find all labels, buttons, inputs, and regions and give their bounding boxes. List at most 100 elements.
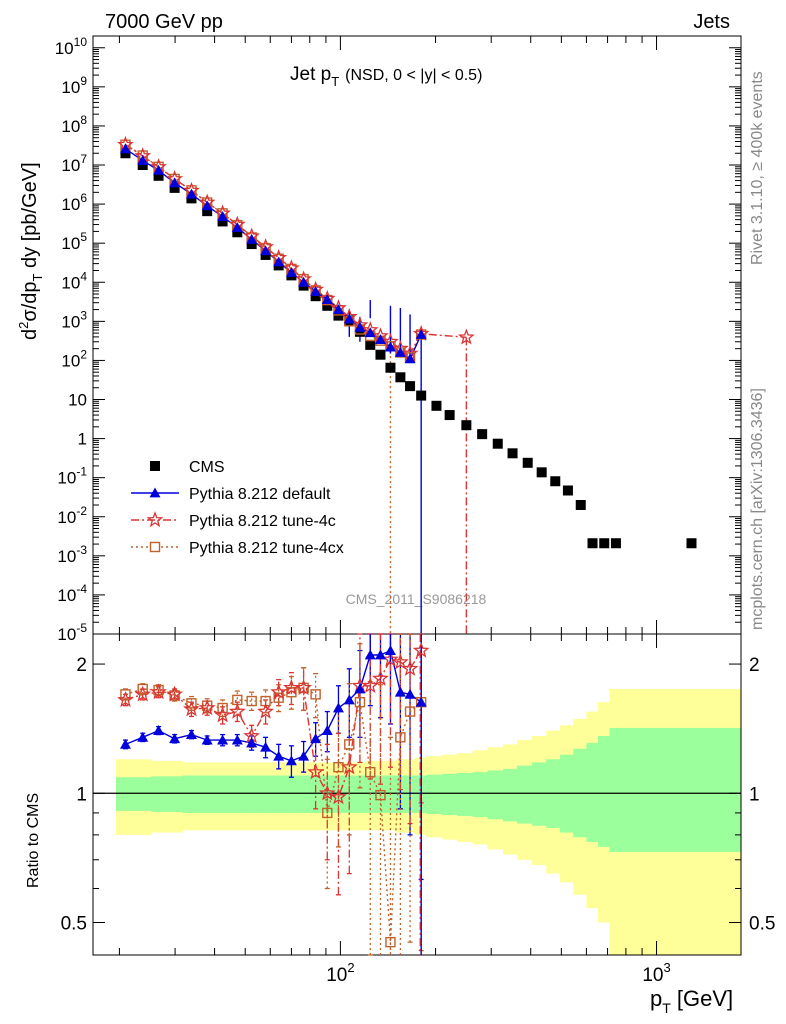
default-point xyxy=(260,245,272,256)
cms-point xyxy=(550,476,561,487)
ratio-y-tick-label: 0.5 xyxy=(749,913,775,934)
y-tick-label: 105 xyxy=(61,230,87,253)
legend: CMS Pythia 8.212 default Pythia 8.212 tune… xyxy=(131,459,344,557)
ratio-ylabel: Ratio to CMS xyxy=(25,793,42,888)
tune-4c-ratio-point xyxy=(295,679,313,696)
tune-4c-ratio-point xyxy=(228,702,246,719)
title-rest: (NSD, 0 < |y| < 0.5) xyxy=(345,67,482,84)
default-point xyxy=(217,211,229,221)
tune-4cx-ratio-point xyxy=(120,689,131,700)
svg-text:Jet pT(NSD, 0 < |y| < 0.5): Jet pT (NSD, 0 < |y| < 0.5) xyxy=(290,64,482,89)
stat-uncertainty-band xyxy=(244,775,260,813)
default-ratio-point xyxy=(415,696,427,707)
cms-point xyxy=(405,381,416,392)
default-ratio-point xyxy=(217,734,229,745)
ratio-panel: 102 103 2 2 1 1 0.5 0.5 xyxy=(61,633,775,986)
tune-4c-ratio-point xyxy=(198,699,216,716)
stat-uncertainty-band xyxy=(457,772,474,817)
default-point xyxy=(169,177,181,188)
default-point xyxy=(231,222,243,233)
legend-tune4c-marker xyxy=(146,511,164,528)
stat-uncertainty-band xyxy=(517,765,533,824)
tune-4c-ratio-point xyxy=(257,702,275,719)
y-tick-label: 1010 xyxy=(55,35,88,58)
default-ratio-line xyxy=(125,649,422,762)
tune-4c-ratio-point xyxy=(401,659,419,676)
tune-4c-ratio-point xyxy=(117,691,134,708)
ratio-y-tick-label: 0.5 xyxy=(61,913,87,934)
cms-point xyxy=(587,538,598,549)
tune-4c-ratio-point xyxy=(382,650,399,667)
main-panel: 101010910810710610510410310210110-110-21… xyxy=(55,35,742,644)
stat-uncertainty-band xyxy=(272,775,286,813)
y-tick-label: 106 xyxy=(61,191,87,214)
cms-point xyxy=(385,362,396,373)
cms-point xyxy=(477,429,488,440)
default-point xyxy=(201,200,213,211)
tune-4cx-ratio-point xyxy=(344,739,355,750)
y-tick-label: 10-3 xyxy=(57,543,87,566)
stat-uncertainty-band xyxy=(472,772,489,818)
cms-point xyxy=(169,182,180,193)
stat-uncertainty-band xyxy=(532,762,547,826)
tune-4c-ratio-point xyxy=(318,784,336,801)
tune-4c-ratio-point xyxy=(214,706,231,723)
y-tick-label: 103 xyxy=(61,308,87,331)
ratio-y-tick-label: 1 xyxy=(76,784,87,805)
default-ratio-point xyxy=(354,683,366,694)
default-point xyxy=(394,346,406,357)
default-point xyxy=(298,276,310,287)
default-ratio-point xyxy=(285,755,297,766)
default-point xyxy=(285,266,297,277)
tune-4cx-ratio-point xyxy=(186,698,197,709)
cms-point xyxy=(507,448,518,459)
y-tick-label: 102 xyxy=(61,347,87,370)
cms-point xyxy=(562,485,573,496)
cms-point xyxy=(416,390,427,401)
tune-4c-ratio-point xyxy=(150,683,167,700)
default-ratio-point xyxy=(201,734,213,745)
cms-point xyxy=(431,400,442,411)
tune-4cx-ratio-line xyxy=(125,687,422,943)
cms-point xyxy=(217,216,228,227)
x-tick-label: 102 xyxy=(326,960,354,986)
default-ratio-point xyxy=(137,731,149,742)
cms-point xyxy=(522,457,533,468)
cms-point xyxy=(137,160,148,171)
tune-4cx-ratio-point xyxy=(365,766,376,778)
tune-4cx-ratio-point xyxy=(286,686,297,698)
default-ratio-point xyxy=(374,649,386,660)
default-point xyxy=(415,329,427,339)
default-ratio-point xyxy=(169,733,181,744)
tune-4c-ratio-point xyxy=(372,669,389,686)
tune-4cx-ratio-point xyxy=(169,690,180,701)
cms-point xyxy=(322,300,333,311)
default-ratio-point xyxy=(119,738,131,749)
tune-4cx-ratio-point xyxy=(246,695,257,707)
title-main: Jet p xyxy=(290,64,331,85)
legend-default-marker xyxy=(149,487,161,498)
tune-4c-ratio-point xyxy=(361,676,379,694)
cms-point xyxy=(375,349,386,360)
default-ratio-point xyxy=(260,741,272,752)
y-tick-label: 1 xyxy=(78,430,87,449)
default-point xyxy=(153,164,165,175)
stat-uncertainty-band xyxy=(214,775,231,813)
default-point xyxy=(310,286,322,296)
stat-uncertainty-band xyxy=(354,775,366,813)
tune-4c-ratio-point xyxy=(183,700,200,717)
ratio-y-tick-label: 2 xyxy=(76,655,87,676)
y-tick-label: 10-1 xyxy=(57,465,87,488)
default-point xyxy=(343,313,355,324)
cms-point xyxy=(202,206,213,217)
tune-4c-point xyxy=(457,328,475,345)
default-ratio-point xyxy=(153,725,165,735)
cms-point xyxy=(492,438,503,449)
legend-tune4cx-label: Pythia 8.212 tune-4cx xyxy=(189,540,344,557)
default-point xyxy=(185,188,197,199)
tune-4cx-ratio-point xyxy=(333,762,344,773)
cms-point xyxy=(120,148,131,159)
default-point xyxy=(404,353,416,364)
default-ratio-point xyxy=(384,645,396,655)
